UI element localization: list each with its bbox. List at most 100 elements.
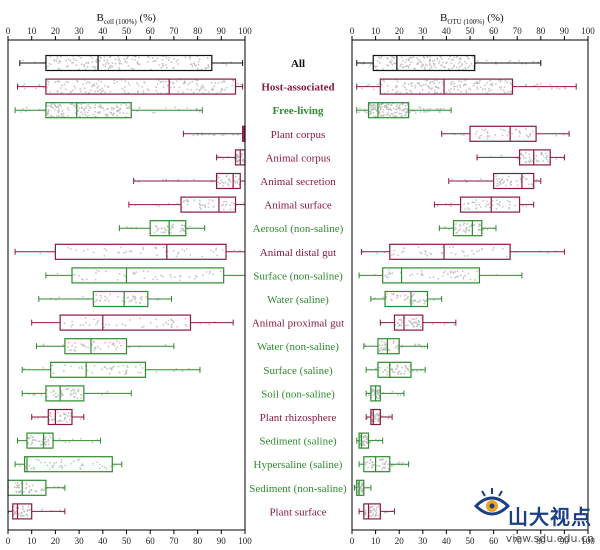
jitter-point — [204, 89, 207, 91]
jitter-point — [378, 350, 381, 352]
jitter-point — [113, 82, 116, 85]
jitter-point — [55, 461, 58, 464]
jitter-point — [487, 87, 490, 90]
jitter-point — [418, 84, 421, 87]
jitter-point — [465, 62, 468, 65]
jitter-point — [48, 62, 51, 65]
jitter-point — [184, 317, 187, 320]
jitter-point — [463, 60, 466, 63]
jitter-point — [419, 106, 422, 109]
jitter-point — [229, 204, 232, 207]
jitter-point — [57, 105, 60, 108]
jitter-point — [99, 56, 102, 59]
jitter-point — [130, 300, 132, 302]
jitter-point — [371, 467, 373, 469]
jitter-point — [120, 104, 122, 106]
jitter-point — [498, 86, 501, 89]
jitter-point — [91, 83, 94, 86]
jitter-point — [535, 178, 538, 181]
jitter-point — [378, 105, 381, 108]
jitter-point — [160, 274, 162, 277]
jitter-point — [373, 115, 375, 118]
jitter-point — [393, 56, 396, 59]
jitter-point — [383, 341, 386, 344]
jitter-point — [70, 61, 73, 64]
jitter-point — [376, 65, 378, 68]
jitter-point — [113, 465, 116, 467]
jitter-point — [137, 84, 140, 87]
jitter-point — [424, 250, 427, 253]
jitter-point — [166, 226, 169, 229]
jitter-point — [389, 114, 392, 117]
jitter-point — [23, 83, 26, 85]
jitter-point — [515, 180, 518, 182]
jitter-point — [525, 156, 527, 159]
jitter-point — [66, 346, 69, 348]
jitter-point — [465, 89, 468, 92]
jitter-point — [527, 183, 530, 186]
jitter-point — [58, 296, 61, 299]
jitter-point — [467, 58, 470, 60]
jitter-point — [399, 372, 402, 375]
jitter-point — [443, 323, 446, 326]
jitter-point — [227, 183, 230, 185]
jitter-point — [76, 79, 78, 82]
jitter-point — [478, 203, 481, 206]
jitter-point — [377, 392, 379, 395]
category-label: Sediment (saline) — [259, 436, 337, 448]
jitter-point — [142, 248, 144, 251]
jitter-point — [80, 106, 83, 109]
jitter-point — [170, 61, 173, 64]
jitter-point — [236, 160, 238, 163]
jitter-point — [30, 467, 33, 470]
jitter-point — [83, 65, 86, 68]
jitter-point — [85, 107, 87, 110]
jitter-point — [87, 109, 90, 112]
jitter-point — [232, 203, 235, 205]
jitter-point — [485, 203, 488, 206]
jitter-point — [69, 248, 72, 250]
jitter-point — [460, 80, 463, 83]
jitter-point — [402, 59, 405, 62]
jitter-point — [67, 341, 70, 344]
jitter-point — [414, 299, 416, 302]
jitter-point — [86, 369, 89, 372]
jitter-point — [412, 321, 415, 324]
jitter-point — [188, 275, 191, 278]
jitter-point — [95, 269, 98, 272]
jitter-point — [387, 109, 390, 111]
jitter-point — [371, 389, 374, 392]
jitter-point — [134, 59, 136, 61]
jitter-point — [414, 87, 417, 89]
box-iqr — [59, 314, 192, 331]
jitter-point — [139, 252, 142, 255]
jitter-point — [380, 415, 383, 417]
jitter-point — [139, 297, 142, 299]
jitter-point — [501, 247, 504, 250]
jitter-point — [452, 271, 455, 274]
category-label: Animal corpus — [265, 152, 330, 164]
jitter-point — [182, 82, 185, 85]
jitter-point — [41, 443, 44, 446]
jitter-point — [85, 105, 88, 108]
jitter-point — [105, 297, 108, 300]
jitter-point — [424, 66, 426, 69]
jitter-point — [401, 109, 404, 112]
jitter-point — [366, 461, 369, 464]
jitter-point — [65, 421, 68, 423]
jitter-point — [450, 83, 453, 86]
jitter-point — [177, 251, 180, 254]
jitter-point — [436, 205, 439, 207]
jitter-point — [189, 58, 192, 61]
jitter-point — [82, 278, 85, 281]
jitter-point — [143, 277, 146, 280]
jitter-point — [108, 56, 111, 59]
jitter-point — [429, 63, 431, 66]
jitter-point — [113, 365, 115, 368]
jitter-point — [408, 57, 411, 60]
jitter-point — [86, 248, 89, 251]
jitter-point — [401, 66, 404, 69]
jitter-point — [53, 462, 56, 465]
jitter-point — [31, 484, 34, 487]
jitter-point — [508, 208, 510, 210]
